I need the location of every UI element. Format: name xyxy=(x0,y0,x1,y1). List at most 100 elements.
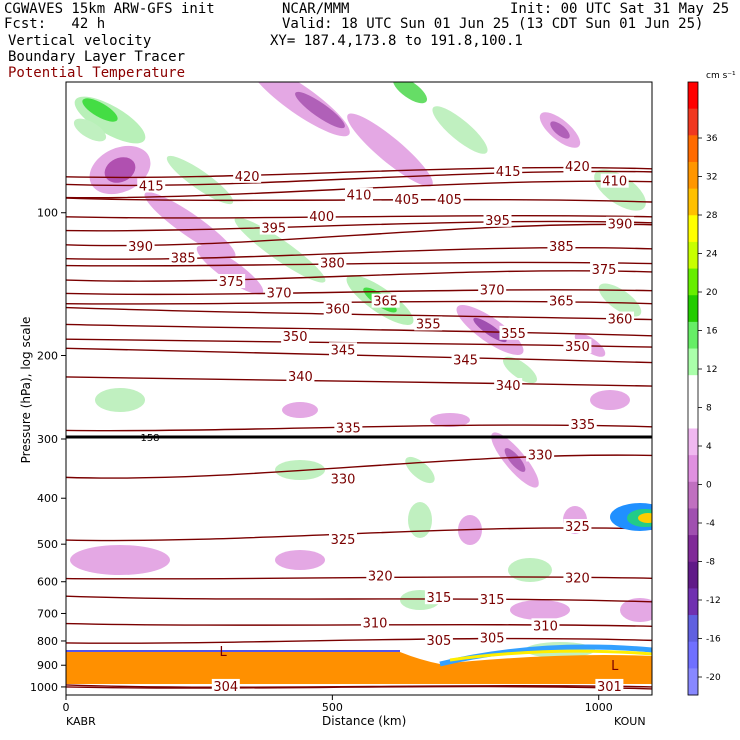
y-tick-label: 100 xyxy=(37,207,58,220)
isentrope-label-bg xyxy=(494,163,523,178)
isentrope-label-bg xyxy=(211,678,240,693)
isentrope-label-bg xyxy=(318,255,347,270)
isentrope-label: 395 xyxy=(261,222,286,237)
tropopause-label: 158 xyxy=(140,433,159,444)
colorbar-swatch xyxy=(688,588,698,616)
isentrope-label: 350 xyxy=(565,340,590,355)
isentrope-301 xyxy=(66,685,652,690)
y-tick-label: 600 xyxy=(37,576,58,589)
y-tick-label: 1000 xyxy=(30,681,58,694)
isentrope-label: 301 xyxy=(597,680,622,695)
isentrope-label: 370 xyxy=(480,284,505,299)
isentrope-label-bg xyxy=(563,339,592,354)
colorbar-swatch xyxy=(688,481,698,509)
colorbar-swatch xyxy=(688,641,698,669)
isentrope-330 xyxy=(66,454,652,479)
isentrope-label: 375 xyxy=(592,263,617,278)
forecast-hour: Fcst: 42 h xyxy=(4,16,106,32)
isentrope-label: 305 xyxy=(480,631,505,646)
colorbar-swatch xyxy=(688,321,698,350)
colorbar-swatch xyxy=(688,535,698,563)
isentrope-310 xyxy=(66,622,652,628)
colorbar-swatch xyxy=(688,508,698,536)
colorbar-swatch xyxy=(688,268,698,296)
x-axis: 0 500 1000 xyxy=(63,695,613,714)
isentrope-400 xyxy=(66,214,652,219)
colorbar-swatch xyxy=(688,108,698,136)
isentrope-label-bg xyxy=(451,352,480,367)
isentrope-label: 320 xyxy=(368,570,393,585)
field-vertical-velocity: Vertical velocity xyxy=(8,33,152,49)
colorbar-label: 28 xyxy=(706,211,718,221)
isentrope-label-bg xyxy=(563,519,592,534)
isentrope-375 xyxy=(66,270,652,282)
isentrope-label: 375 xyxy=(219,275,244,290)
isentrope-label: 400 xyxy=(309,210,334,225)
colorbar-label: -16 xyxy=(706,635,721,645)
init-time: Init: 00 UTC Sat 31 May 25 xyxy=(510,1,730,17)
boundary-layer-tracer xyxy=(66,503,652,684)
isentrope-label: 410 xyxy=(602,175,627,190)
isentrope-315 xyxy=(66,595,652,603)
isentrope-label-bg xyxy=(366,568,395,583)
isentrope-label-bg xyxy=(414,316,443,331)
isentrope-label: 365 xyxy=(373,295,398,310)
isentrope-label-bg xyxy=(286,368,315,383)
isentrope-label-bg xyxy=(126,238,155,253)
colorbar-label: 0 xyxy=(706,481,712,491)
isentrope-label-bg xyxy=(281,329,310,344)
x-tick-label: 1000 xyxy=(585,701,613,714)
isentrope-label-bg xyxy=(606,216,635,231)
colorbar-swatch xyxy=(688,82,698,110)
isentrope-label-bg xyxy=(424,590,453,605)
isentrope-label: 305 xyxy=(426,634,451,649)
isentrope-label-bg xyxy=(568,416,597,431)
boundary-layer-fill xyxy=(66,652,652,684)
isentrope-label-bg xyxy=(329,532,358,547)
y-axis: 100 200 300 400 500 600 700 800 900 1000 xyxy=(30,207,66,694)
colorbar-label: -4 xyxy=(706,519,715,529)
isentrope-label: 385 xyxy=(171,252,196,267)
x-tick-label: 500 xyxy=(322,701,343,714)
isentrope-label-bg xyxy=(595,678,624,693)
colorbar-label: 8 xyxy=(706,404,712,414)
isentrope-label: 380 xyxy=(320,257,345,272)
colorbar-swatch xyxy=(688,375,698,403)
isentrope-labels: 415 415 420 420 410 410 405 405 400 395 395 390 390 3… xyxy=(126,158,635,695)
isentrope-label-bg xyxy=(600,173,629,188)
isentrope-label: 315 xyxy=(480,593,505,608)
y-tick-label: 500 xyxy=(37,538,58,551)
isentrope-label: 385 xyxy=(549,240,574,255)
isentrope-label: 410 xyxy=(347,189,372,204)
isentrope-label: 360 xyxy=(608,313,633,328)
isentrope-label-bg xyxy=(526,447,555,462)
isentrope-label-bg xyxy=(334,420,363,435)
plot-area: 415 415 420 420 410 410 405 405 400 395 395 390 390 3… xyxy=(66,82,652,695)
isentrope-label: 320 xyxy=(565,571,590,586)
isentrope-label: 345 xyxy=(331,343,356,358)
isentrope-label: 310 xyxy=(363,617,388,632)
isentrope-label-bg xyxy=(217,274,246,289)
isentrope-label: 325 xyxy=(331,533,356,548)
isentrope-370 xyxy=(66,289,652,296)
y-tick-label: 700 xyxy=(37,607,58,620)
field-potential-temperature: Potential Temperature xyxy=(8,65,186,81)
isentrope-label: 325 xyxy=(565,520,590,535)
colorbar-swatch xyxy=(688,161,698,190)
low-marker: L xyxy=(220,645,228,660)
x-axis-title: Distance (km) xyxy=(322,714,407,728)
isentrope-label-bg xyxy=(499,325,528,340)
colorbar-label: 12 xyxy=(706,365,717,375)
isentrope-label-bg xyxy=(360,615,389,630)
colorbar-label: -8 xyxy=(706,558,715,568)
isentrope-305 xyxy=(66,637,652,644)
colorbar-swatch xyxy=(688,561,698,589)
isentrope-label-bg xyxy=(329,342,358,357)
y-tick-label: 300 xyxy=(37,433,58,446)
isentrope-label-bg xyxy=(424,632,453,647)
isentrope-label: 390 xyxy=(608,218,633,233)
isentrope-label-bg xyxy=(483,212,512,227)
isentrope-label: 370 xyxy=(267,286,292,301)
colorbar-swatch xyxy=(688,401,698,429)
